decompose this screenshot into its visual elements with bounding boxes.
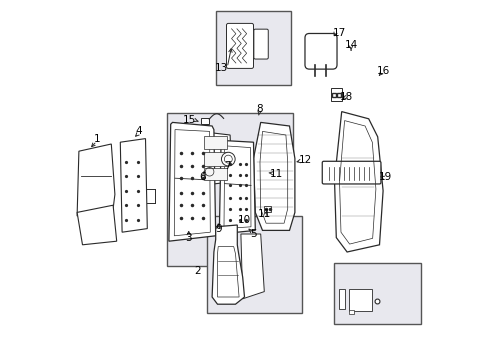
Bar xyxy=(334,263,420,324)
Bar xyxy=(215,11,291,85)
Polygon shape xyxy=(77,144,115,216)
Polygon shape xyxy=(334,112,382,252)
Text: 1: 1 xyxy=(93,134,100,144)
Bar xyxy=(203,168,227,180)
Text: 18: 18 xyxy=(339,92,352,102)
Polygon shape xyxy=(120,139,147,232)
Polygon shape xyxy=(219,140,255,234)
Text: 14: 14 xyxy=(344,40,357,50)
Text: 5: 5 xyxy=(250,229,256,239)
Text: 2: 2 xyxy=(194,266,201,276)
Text: 6: 6 xyxy=(199,172,205,182)
Text: 7: 7 xyxy=(224,161,230,171)
Bar xyxy=(203,136,227,149)
Bar xyxy=(348,310,354,314)
Text: 17: 17 xyxy=(332,28,346,38)
Text: 8: 8 xyxy=(256,104,263,114)
Bar xyxy=(330,88,341,101)
Bar xyxy=(203,152,227,166)
Text: 12: 12 xyxy=(299,155,312,165)
Bar xyxy=(201,118,209,124)
Text: 16: 16 xyxy=(376,66,389,76)
Bar xyxy=(263,206,271,212)
Bar xyxy=(348,289,371,311)
Text: 10: 10 xyxy=(238,215,250,225)
Polygon shape xyxy=(253,122,294,230)
Text: 9: 9 xyxy=(214,224,221,234)
Text: 19: 19 xyxy=(378,172,391,182)
Bar xyxy=(338,289,345,309)
FancyBboxPatch shape xyxy=(253,29,268,59)
Text: 13: 13 xyxy=(215,63,228,73)
FancyBboxPatch shape xyxy=(226,23,253,68)
FancyBboxPatch shape xyxy=(322,161,380,184)
Text: 3: 3 xyxy=(185,233,192,243)
Polygon shape xyxy=(199,131,231,185)
Text: 15: 15 xyxy=(182,115,195,125)
Polygon shape xyxy=(241,234,264,299)
Polygon shape xyxy=(168,122,215,241)
FancyBboxPatch shape xyxy=(305,33,336,69)
Text: 11: 11 xyxy=(257,209,270,219)
Text: 11: 11 xyxy=(269,168,282,179)
Bar xyxy=(206,216,302,313)
Circle shape xyxy=(221,152,235,166)
Bar xyxy=(167,113,292,266)
Polygon shape xyxy=(77,205,117,245)
Text: 4: 4 xyxy=(135,126,142,136)
Polygon shape xyxy=(212,225,244,304)
